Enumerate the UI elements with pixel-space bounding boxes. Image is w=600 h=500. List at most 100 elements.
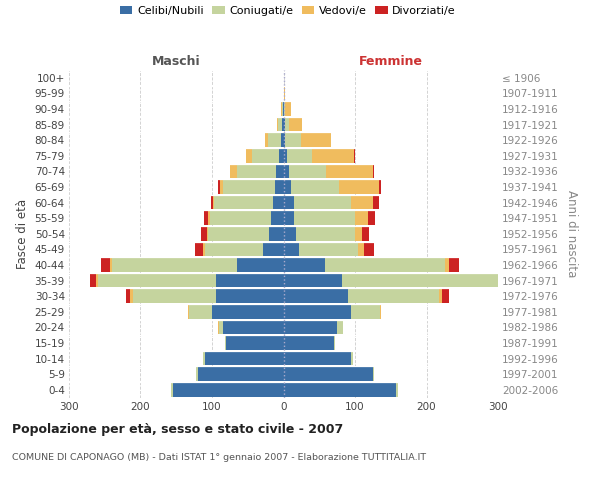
Bar (284, 258, 325, 272)
Bar (380, 305, 382, 318)
Bar (284, 149, 287, 162)
Bar (203, 352, 205, 366)
Text: Popolazione per età, sesso e stato civile - 2007: Popolazione per età, sesso e stato civil… (12, 422, 343, 436)
Bar (284, 164, 289, 178)
Bar (284, 290, 348, 303)
Bar (133, 290, 215, 303)
Bar (198, 367, 284, 381)
Bar (358, 242, 364, 256)
Bar (273, 196, 284, 209)
Bar (215, 274, 284, 287)
Bar (294, 212, 355, 225)
Bar (529, 274, 539, 287)
Bar (263, 242, 284, 256)
Bar (196, 367, 198, 381)
Bar (218, 180, 220, 194)
Bar (285, 102, 290, 116)
Bar (223, 180, 275, 194)
Bar (277, 164, 284, 178)
Bar (339, 180, 379, 194)
Bar (287, 149, 312, 162)
Bar (284, 180, 290, 194)
Bar (284, 242, 299, 256)
Bar (284, 102, 285, 116)
Bar (218, 320, 219, 334)
Bar (207, 227, 208, 240)
Bar (205, 242, 263, 256)
Bar (112, 258, 237, 272)
Bar (284, 352, 352, 366)
Bar (96, 274, 98, 287)
Bar (289, 164, 326, 178)
Bar (289, 118, 302, 132)
Bar (101, 258, 110, 272)
Bar (373, 367, 374, 381)
Text: Maschi: Maschi (152, 56, 200, 68)
Bar (364, 242, 374, 256)
Bar (355, 227, 362, 240)
Bar (348, 290, 439, 303)
Bar (271, 212, 284, 225)
Text: COMUNE DI CAPONAGO (MB) - Dati ISTAT 1° gennaio 2007 - Elaborazione TUTTITALIA.I: COMUNE DI CAPONAGO (MB) - Dati ISTAT 1° … (12, 452, 426, 462)
Bar (301, 134, 331, 147)
Bar (326, 164, 373, 178)
Bar (237, 258, 284, 272)
Bar (215, 290, 284, 303)
Bar (220, 180, 223, 194)
Bar (130, 290, 133, 303)
Bar (275, 180, 284, 194)
Bar (334, 336, 335, 350)
Bar (205, 352, 284, 366)
Bar (352, 196, 373, 209)
Bar (268, 134, 281, 147)
Bar (213, 196, 214, 209)
Bar (171, 383, 173, 396)
Bar (337, 320, 343, 334)
Bar (225, 336, 226, 350)
Bar (126, 290, 130, 303)
Bar (219, 320, 223, 334)
Bar (284, 320, 337, 334)
Bar (214, 196, 273, 209)
Bar (210, 212, 271, 225)
Bar (237, 164, 277, 178)
Bar (285, 118, 289, 132)
Bar (352, 352, 353, 366)
Bar (312, 149, 353, 162)
Bar (195, 242, 203, 256)
Bar (294, 196, 352, 209)
Bar (290, 180, 339, 194)
Legend: Celibi/Nubili, Coniugati/e, Vedovi/e, Divorziati/e: Celibi/Nubili, Coniugati/e, Vedovi/e, Di… (120, 6, 456, 16)
Bar (188, 305, 189, 318)
Text: Femmine: Femmine (359, 56, 423, 68)
Bar (211, 196, 213, 209)
Bar (449, 258, 460, 272)
Bar (373, 164, 374, 178)
Bar (265, 134, 268, 147)
Bar (285, 134, 301, 147)
Bar (189, 305, 212, 318)
Bar (226, 336, 284, 350)
Bar (277, 118, 278, 132)
Bar (362, 227, 370, 240)
Bar (252, 149, 279, 162)
Bar (353, 149, 355, 162)
Bar (212, 305, 284, 318)
Bar (397, 383, 398, 396)
Bar (373, 196, 379, 209)
Bar (91, 274, 96, 287)
Bar (284, 134, 285, 147)
Bar (299, 242, 358, 256)
Bar (296, 227, 355, 240)
Bar (284, 196, 294, 209)
Bar (201, 227, 207, 240)
Bar (208, 227, 269, 240)
Bar (284, 86, 285, 101)
Bar (368, 212, 375, 225)
Bar (284, 367, 373, 381)
Bar (281, 102, 282, 116)
Bar (204, 212, 208, 225)
Bar (284, 274, 342, 287)
Bar (355, 212, 368, 225)
Bar (284, 383, 397, 396)
